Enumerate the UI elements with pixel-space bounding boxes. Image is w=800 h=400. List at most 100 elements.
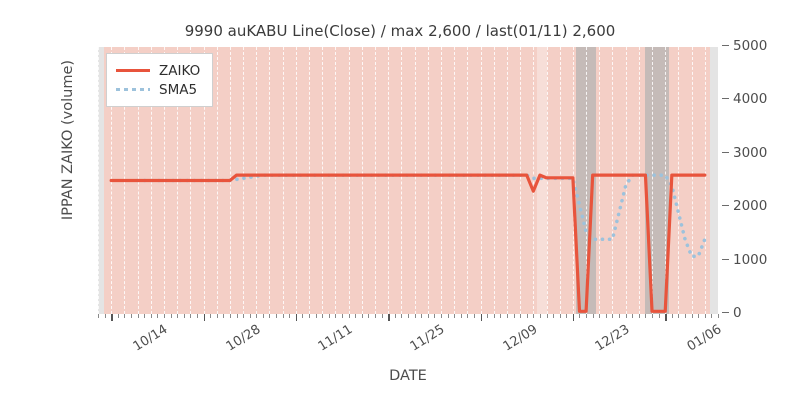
x-minor-tick-mark	[309, 314, 311, 318]
x-major-tick-mark	[572, 314, 575, 321]
y-tick-mark-icon	[722, 205, 729, 207]
y-tick-mark-icon	[722, 151, 729, 153]
x-minor-tick-mark	[685, 314, 687, 318]
x-minor-tick-mark	[104, 314, 106, 318]
x-minor-tick-mark	[460, 314, 462, 318]
x-major-tick-mark	[388, 314, 390, 321]
x-minor-tick-mark	[408, 314, 409, 318]
x-minor-tick-mark	[157, 314, 159, 318]
gridline-vertical	[269, 47, 271, 314]
gridline-vertical	[704, 47, 707, 314]
gridline-vertical	[625, 47, 628, 314]
zaiko-series-line	[109, 173, 707, 313]
gridline-vertical	[295, 47, 298, 314]
plot-area	[98, 47, 718, 314]
x-minor-tick-mark	[262, 314, 264, 318]
x-minor-tick-mark	[526, 314, 528, 318]
light-band	[536, 47, 547, 314]
legend-label-sma5: SMA5	[159, 81, 198, 98]
x-minor-tick-mark	[342, 314, 344, 318]
gridline-vertical	[401, 47, 403, 314]
x-minor-tick-mark	[302, 314, 304, 318]
x-minor-tick-mark	[394, 314, 396, 318]
x-minor-tick-mark	[276, 314, 278, 318]
x-minor-tick-mark	[236, 314, 238, 318]
gridline-vertical	[375, 47, 377, 314]
x-minor-tick-mark	[427, 314, 429, 318]
x-minor-tick-mark	[177, 314, 179, 318]
x-minor-tick-mark	[612, 314, 614, 318]
x-axis-tick-label: 12/23	[592, 322, 633, 355]
x-minor-tick-mark	[454, 314, 456, 318]
x-minor-tick-mark	[645, 314, 647, 318]
gridline-vertical	[652, 47, 654, 314]
x-minor-tick-mark	[487, 314, 489, 318]
gridline-vertical	[493, 47, 496, 314]
x-minor-tick-mark	[144, 314, 146, 318]
gridline-vertical	[506, 47, 509, 314]
legend-item-sma5[interactable]: SMA5	[116, 80, 200, 99]
gridline-vertical	[309, 47, 311, 314]
x-minor-tick-mark	[658, 314, 660, 318]
y-tick-mark-icon	[722, 98, 729, 100]
x-minor-tick-mark	[282, 314, 284, 318]
y-axis-tick-label: 2000	[722, 198, 767, 214]
plot-edge-strip	[710, 47, 718, 314]
x-minor-tick-mark	[467, 314, 469, 318]
gridline-vertical	[322, 47, 324, 314]
x-minor-tick-mark	[170, 314, 172, 318]
y-tick-text: 3000	[733, 144, 768, 161]
sma5-series-line	[135, 173, 707, 259]
x-minor-tick-mark	[678, 314, 680, 318]
x-minor-tick-mark	[355, 314, 357, 318]
x-minor-tick-mark	[698, 314, 700, 318]
x-minor-tick-mark	[421, 314, 423, 318]
x-minor-tick-mark	[566, 314, 568, 318]
chart-legend[interactable]: ZAIKO SMA5	[106, 53, 214, 107]
x-minor-tick-mark	[130, 314, 132, 318]
x-minor-tick-mark	[506, 314, 508, 318]
x-minor-tick-mark	[671, 314, 673, 318]
gridline-vertical	[427, 47, 430, 314]
gridline-vertical	[665, 47, 667, 314]
x-minor-tick-mark	[414, 314, 416, 318]
x-axis-tick-label: 12/09	[500, 322, 540, 355]
x-minor-tick-mark	[520, 314, 522, 318]
y-tick-text: 5000	[733, 38, 768, 54]
x-axis-label: DATE	[389, 368, 427, 384]
gridline-vertical	[533, 47, 535, 314]
legend-label-zaiko: ZAIKO	[159, 62, 201, 79]
x-minor-tick-mark	[500, 314, 502, 318]
y-tick-mark-icon	[722, 258, 729, 260]
gridline-vertical	[691, 47, 694, 314]
x-minor-tick-mark	[440, 314, 442, 318]
legend-swatch-zaiko-icon	[116, 65, 150, 77]
x-minor-tick-mark	[401, 314, 403, 318]
gridline-vertical	[256, 47, 258, 314]
x-minor-tick-mark	[381, 314, 383, 318]
x-minor-tick-mark	[269, 314, 271, 318]
x-minor-tick-mark	[711, 314, 713, 318]
x-minor-tick-mark	[619, 314, 621, 318]
x-axis-tick-label: 11/25	[407, 322, 448, 355]
y-tick-mark-icon	[722, 312, 729, 313]
gridline-vertical	[480, 47, 483, 314]
x-minor-tick-mark	[447, 314, 449, 318]
gridline-vertical	[282, 47, 285, 314]
chart-title: 9990 auKABU Line(Close) / max 2,600 / la…	[184, 22, 616, 40]
x-minor-tick-mark	[592, 314, 594, 318]
x-minor-tick-mark	[98, 314, 99, 318]
x-minor-tick-mark	[210, 314, 212, 318]
gridline-vertical	[348, 47, 351, 314]
y-tick-mark-icon	[722, 45, 729, 46]
y-axis-tick-label: 0	[722, 305, 742, 321]
legend-item-zaiko[interactable]: ZAIKO	[116, 61, 200, 80]
x-axis-tick-marks	[98, 314, 719, 321]
x-minor-tick-mark	[493, 314, 495, 318]
x-minor-tick-mark	[150, 314, 152, 318]
x-minor-tick-mark	[704, 314, 706, 318]
y-axis-label: IPPAN ZAIKO (volume)	[60, 59, 76, 221]
gridline-vertical	[98, 47, 100, 314]
x-minor-tick-mark	[533, 314, 535, 318]
gridline-vertical	[638, 47, 641, 314]
